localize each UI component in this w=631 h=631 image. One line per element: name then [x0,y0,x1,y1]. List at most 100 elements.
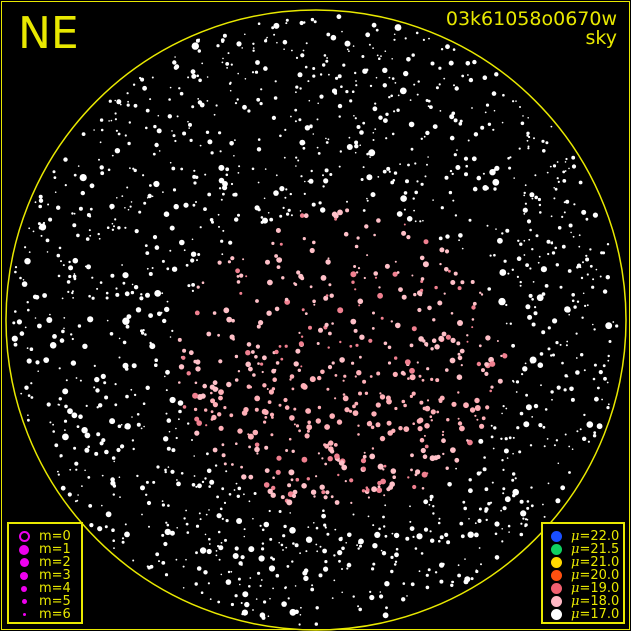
star [501,459,504,462]
star [154,363,158,368]
star [508,166,512,170]
star [186,371,191,376]
star [432,199,434,201]
star [84,432,91,439]
star [390,180,395,185]
star [73,277,77,281]
star [337,307,344,314]
star [341,30,343,33]
star [289,374,295,379]
star [161,259,165,263]
star [409,394,413,398]
star [526,506,530,510]
star [519,499,524,504]
star [210,398,216,404]
star [357,267,361,270]
star [313,303,316,306]
star [269,412,275,417]
star [426,163,428,166]
star [212,447,218,453]
star [327,365,333,370]
star [45,238,50,243]
star [359,334,365,340]
star [214,464,218,467]
star [290,214,293,217]
star [310,489,317,495]
star [124,226,127,229]
star [453,118,458,123]
star [300,606,302,609]
star [448,269,451,273]
star [227,52,230,55]
star [115,129,118,132]
star [143,425,145,428]
star [218,425,224,431]
star [338,115,341,118]
star [185,263,189,267]
star [245,350,251,356]
star [506,457,509,459]
star [371,486,377,493]
star [86,264,91,270]
star [235,482,238,485]
star [265,259,270,265]
star [408,121,415,128]
star [502,468,505,471]
star [124,367,129,371]
star [450,447,456,453]
star [326,32,331,37]
star [305,550,308,553]
star [512,488,519,496]
star [316,550,319,553]
star [438,66,442,70]
star [323,54,327,57]
star [391,532,394,535]
star [174,139,177,143]
star [392,475,397,480]
star [523,194,526,197]
star [148,272,153,276]
star [312,74,316,78]
star [276,265,281,269]
star [117,226,121,230]
star [267,400,272,404]
star [24,385,29,390]
star [553,187,555,189]
star [252,47,255,49]
star [263,420,267,424]
star [463,402,469,409]
star [349,99,353,103]
star [532,281,535,283]
star [525,393,528,397]
star [368,338,373,343]
star [520,522,523,525]
star [450,583,454,587]
star [393,171,398,175]
star [43,357,50,363]
star [54,191,57,193]
star [519,411,524,416]
star [234,594,238,598]
star [367,515,370,518]
star [474,522,477,525]
star [295,156,298,159]
star [71,291,74,295]
star [344,40,351,47]
star [72,274,77,279]
star [237,428,243,434]
star [76,233,80,238]
star [509,156,512,159]
star [439,262,442,266]
star [337,103,343,109]
star [450,312,454,315]
star [295,165,297,167]
star [325,259,331,265]
star [585,254,588,257]
star [164,528,171,536]
star [171,448,176,453]
star [423,527,429,532]
star [505,407,508,410]
star [63,419,68,423]
star [484,509,488,513]
star [556,177,559,180]
